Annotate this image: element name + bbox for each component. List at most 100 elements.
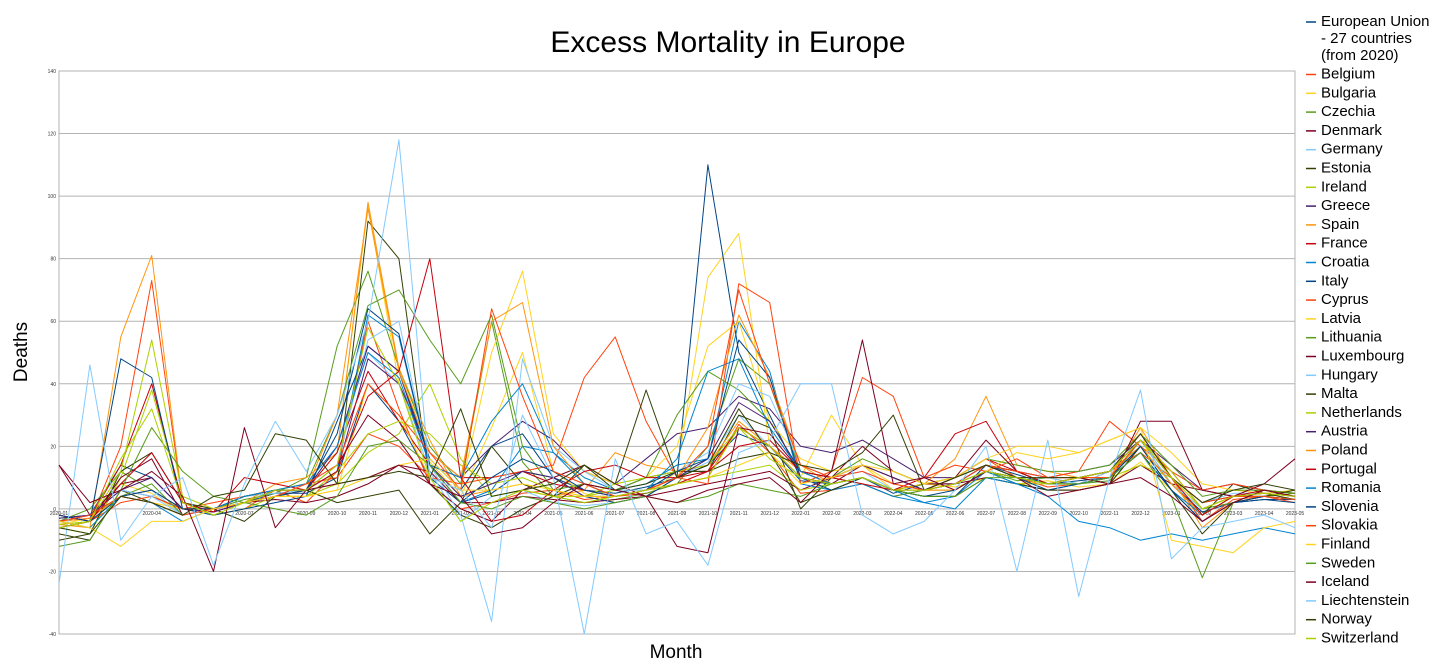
y-tick-label: 140 — [48, 69, 57, 75]
legend-item: Malta — [1306, 385, 1358, 402]
legend-label: Poland — [1321, 442, 1368, 459]
legend-item: Slovenia — [1306, 498, 1379, 515]
legend-item: Greece — [1306, 197, 1370, 214]
y-axis-title: Deaths — [11, 322, 32, 382]
legend-label: Romania — [1321, 479, 1382, 496]
x-axis-title: Month — [650, 642, 703, 663]
x-tick-label: 2021-11 — [730, 511, 748, 517]
series-line-22 — [58, 258, 1296, 522]
legend-label: Lithuania — [1321, 329, 1383, 346]
x-tick-label: 2021-04 — [513, 511, 532, 517]
x-tick-label: 2020-04 — [143, 511, 162, 517]
series-line-0 — [58, 383, 1295, 519]
x-tick-label: 2020-11 — [359, 511, 377, 517]
legend-item: Luxembourg — [1306, 348, 1404, 365]
series-line-31 — [58, 327, 1296, 529]
y-tick-label: 80 — [50, 257, 56, 263]
series-line-6 — [58, 220, 1296, 541]
legend-item: Finland — [1306, 536, 1370, 553]
legend-item: Poland — [1306, 442, 1368, 459]
legend-item: Cyprus — [1306, 291, 1369, 308]
y-tick-label: 0 — [53, 507, 56, 513]
x-tick-label: 2020-01 — [50, 511, 69, 517]
legend-label: Slovenia — [1321, 498, 1379, 515]
legend-item: Austria — [1306, 423, 1368, 440]
legend-label: Croatia — [1321, 254, 1370, 271]
legend-label: Cyprus — [1321, 291, 1369, 308]
x-tick-labels: 2020-01 2020-04 2020-07 2020-09 2020-10 2020-… — [50, 511, 1305, 517]
x-tick-label: 2020-12 — [390, 511, 409, 517]
x-tick-label: 2021-01 — [421, 511, 440, 517]
x-tick-label: 2022-05 — [915, 511, 934, 517]
legend-label: Czechia — [1321, 103, 1376, 120]
x-tick-label: 2023-02 — [1193, 511, 1212, 517]
legend-item: Norway — [1306, 611, 1372, 628]
legend-label: Portugal — [1321, 460, 1377, 477]
legend-label: Greece — [1321, 197, 1370, 214]
legend-item: Lithuania — [1306, 329, 1383, 346]
series-lines — [58, 139, 1296, 635]
x-tick-label: 2022-09 — [1039, 511, 1058, 517]
legend-item: Switzerland — [1306, 630, 1399, 647]
x-tick-label: 2021-03 — [482, 511, 501, 517]
x-tick-label: 2023-03 — [1224, 511, 1243, 517]
plot-area — [58, 70, 1296, 635]
x-tick-label: 2022-11 — [1101, 511, 1119, 517]
x-tick-label: 2021-06 — [575, 511, 594, 517]
x-tick-label: 2022-10 — [1070, 511, 1089, 517]
legend-item: Iceland — [1306, 573, 1369, 590]
x-tick-label: 2020-07 — [235, 511, 254, 517]
legend-label: Malta — [1321, 385, 1358, 402]
legend-label: Bulgaria — [1321, 84, 1377, 101]
series-line-28 — [58, 339, 1296, 572]
legend-item: Bulgaria — [1306, 84, 1377, 101]
legend-label: Sweden — [1321, 554, 1375, 571]
y-tick-label: -40 — [49, 632, 56, 638]
legend-label: Denmark — [1321, 122, 1382, 139]
x-tick-label: 2021-10 — [699, 511, 718, 517]
legend-item: Germany — [1306, 141, 1383, 158]
series-line-13 — [58, 283, 1296, 529]
legend-item: Liechtenstein — [1306, 592, 1409, 609]
legend-label: Austria — [1321, 423, 1368, 440]
legend-label: France — [1321, 235, 1368, 252]
legend-label: Switzerland — [1321, 630, 1399, 647]
x-tick-label: 2023-01 — [1162, 511, 1181, 517]
x-tick-label: 2021-07 — [606, 511, 625, 517]
series-line-15 — [58, 289, 1296, 529]
y-tick-label: -20 — [49, 569, 56, 575]
legend-item: European Union - 27 countries (from 2020) — [1306, 13, 1429, 64]
legend-label: Iceland — [1321, 573, 1369, 590]
x-tick-label: 2022-02 — [822, 511, 841, 517]
x-tick-label: 2023-04 — [1255, 511, 1274, 517]
legend-item: Denmark — [1306, 122, 1382, 139]
legend-item: Ireland — [1306, 178, 1367, 195]
legend-label: Estonia — [1321, 160, 1372, 177]
y-tick-label: 100 — [48, 194, 57, 200]
legend-label: Ireland — [1321, 178, 1367, 195]
legend-label: Hungary — [1321, 366, 1378, 383]
x-tick-label: 2022-08 — [1008, 511, 1027, 517]
series-line-12 — [58, 164, 1296, 522]
legend-item: Latvia — [1306, 310, 1362, 327]
y-tick-label: 60 — [50, 319, 56, 325]
legend-item: Croatia — [1306, 254, 1370, 271]
legend-label: Germany — [1321, 141, 1383, 158]
legend-label: Belgium — [1321, 66, 1375, 83]
series-line-23 — [58, 352, 1296, 541]
x-tick-label: 2020-09 — [297, 511, 316, 517]
x-tick-label: 2022-12 — [1131, 511, 1150, 517]
legend-item: Spain — [1306, 216, 1359, 233]
series-line-29 — [58, 139, 1296, 635]
y-tick-label: 120 — [48, 132, 57, 138]
legend-item: Czechia — [1306, 103, 1376, 120]
x-tick-label: 2021-05 — [544, 511, 563, 517]
legend-label: Norway — [1321, 611, 1372, 628]
y-tick-labels: -40 -20 0 20 40 60 80 100 120 140 — [48, 69, 57, 638]
legend-item: Netherlands — [1306, 404, 1402, 421]
legend-item: Italy — [1306, 272, 1349, 289]
legend: European Union - 27 countries (from 2020) B… — [1306, 13, 1429, 647]
y-tick-label: 40 — [50, 382, 56, 388]
legend-label: Finland — [1321, 536, 1370, 553]
plot-border — [58, 70, 1296, 635]
